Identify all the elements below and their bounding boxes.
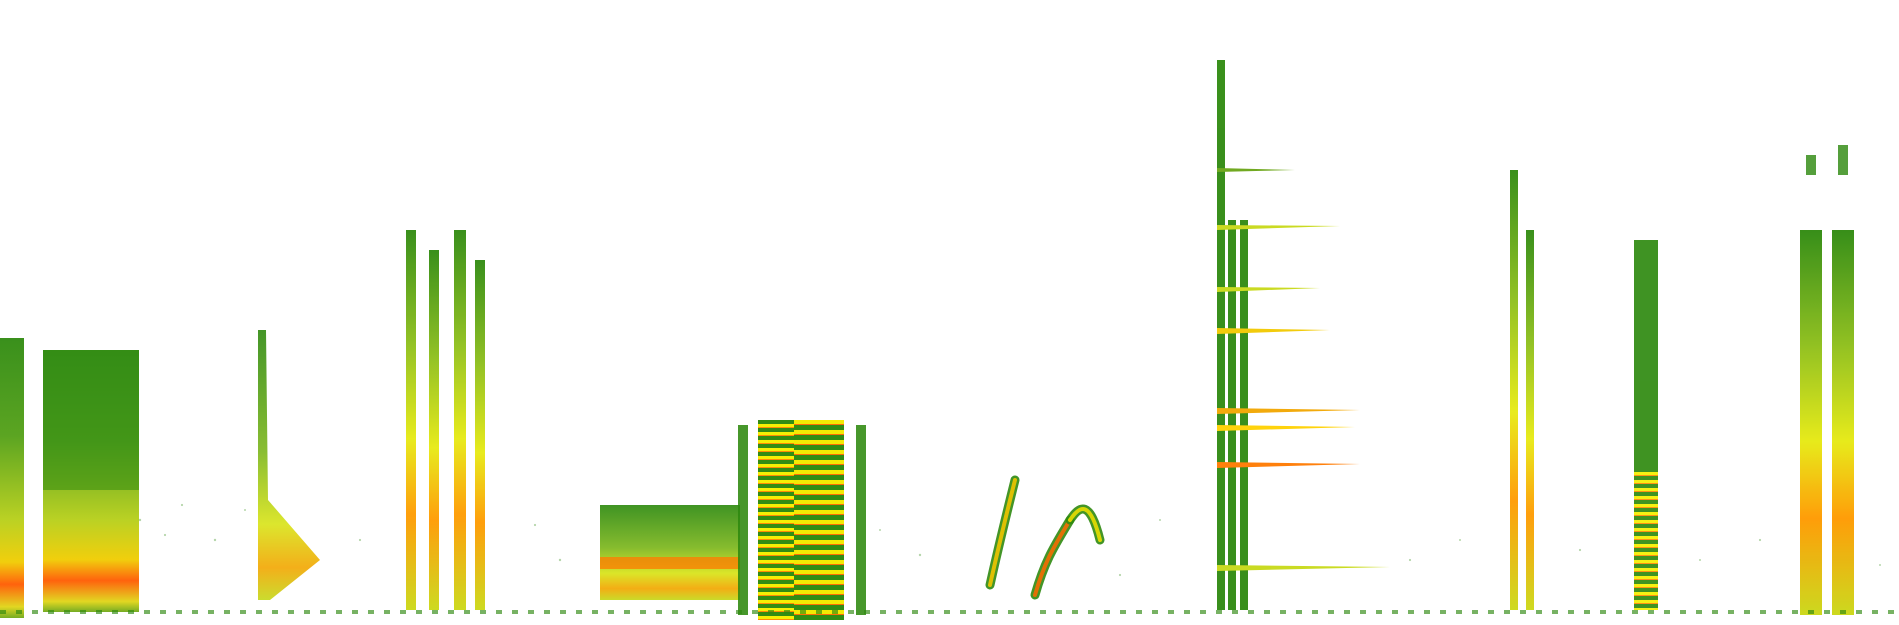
vertical-streaks-8 [1510, 170, 1534, 610]
sound-block-4 [600, 505, 740, 600]
comb-structure-9 [1634, 240, 1658, 610]
striped-block-5 [738, 420, 866, 620]
noise-dots [138, 503, 1881, 577]
sound-block-2-top [43, 350, 139, 490]
sound-block-1 [0, 338, 24, 618]
vertical-streaks-10 [1800, 145, 1854, 615]
vertical-streaks-1 [406, 230, 485, 610]
comb-structure-7 [1217, 60, 1390, 610]
sound-event-6 [985, 475, 1105, 600]
sound-event-3 [258, 330, 320, 600]
sound-block-4-mid [600, 557, 740, 569]
